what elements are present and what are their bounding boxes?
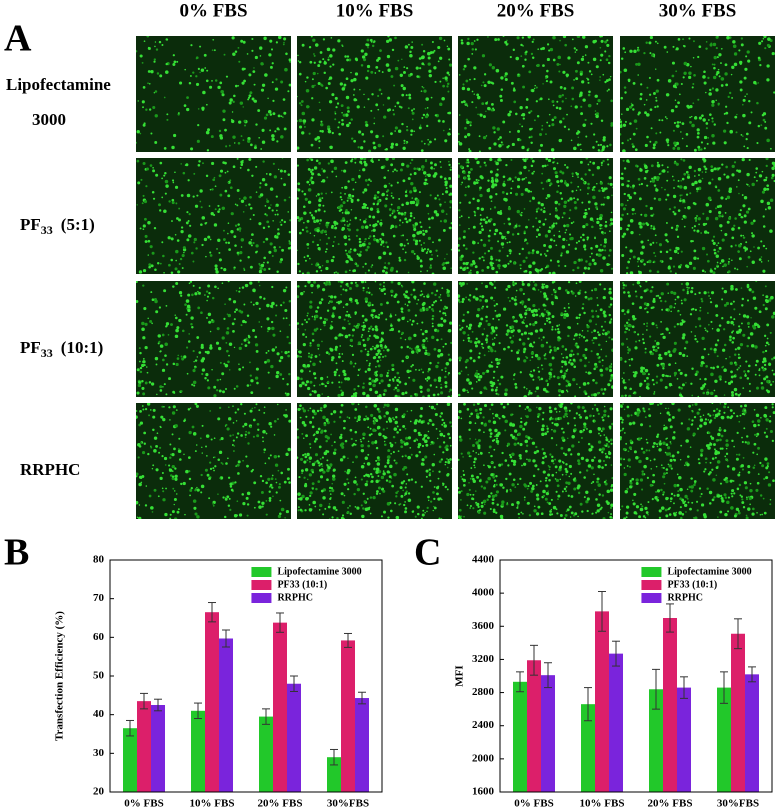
- figure: A0% FBS 10% FBS 20% FBS 30% FBSLipofectamin…: [4, 0, 775, 809]
